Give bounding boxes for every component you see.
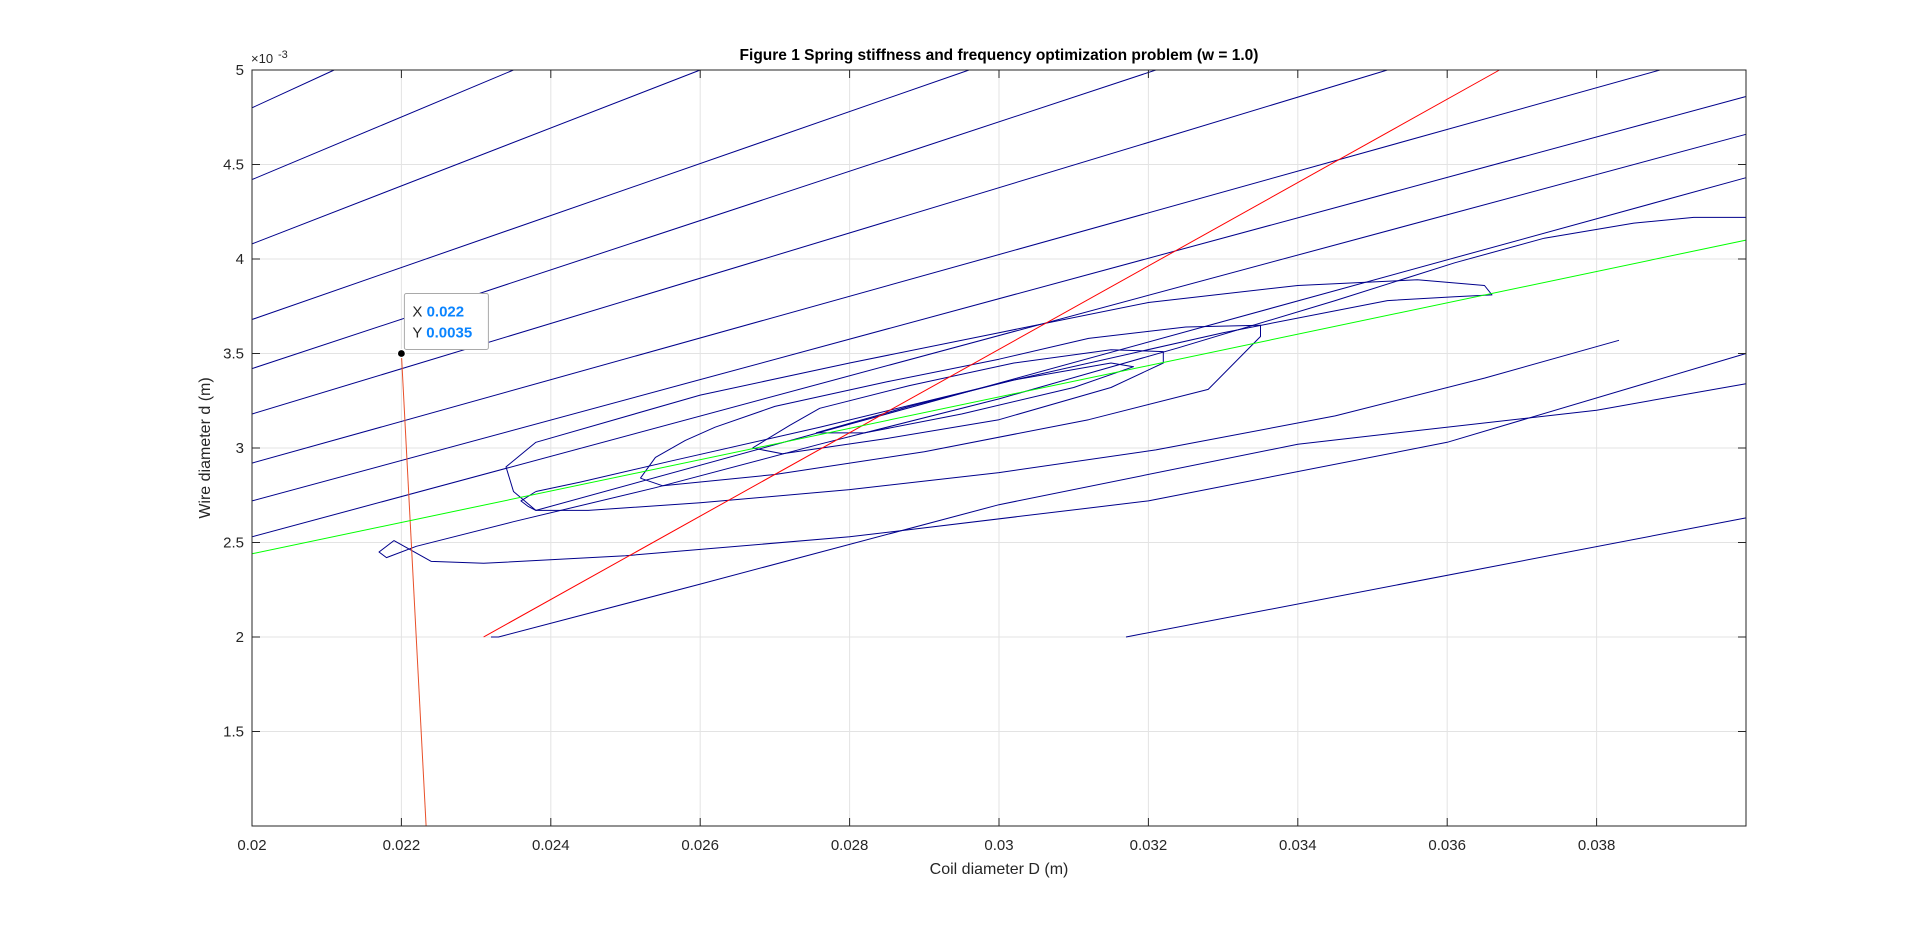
grid xyxy=(251,69,1746,826)
datatip-y-row: Y 0.0035 xyxy=(412,325,472,342)
y-tick-label: 4 xyxy=(236,251,244,268)
datatip-marker[interactable] xyxy=(396,348,406,359)
contour-line xyxy=(1125,517,1747,638)
x-tick-label: 0.026 xyxy=(681,837,719,854)
contour-line xyxy=(378,216,1747,564)
y-tick-labels: 1.5 2 2.5 3 3.5 4 4.5 5 xyxy=(223,62,244,741)
datatip-y-label: Y xyxy=(412,325,426,342)
datatip-y-value: 0.0035 xyxy=(426,325,472,342)
y-exponent-base: ×10 xyxy=(251,51,273,66)
constraint-line-red xyxy=(483,69,1500,638)
x-tick-label: 0.032 xyxy=(1130,837,1168,854)
contour-line xyxy=(491,383,1747,638)
y-axis-label: Wire diameter d (m) xyxy=(197,377,214,518)
contour-line xyxy=(251,69,514,181)
constraint-line-green xyxy=(251,239,1747,555)
contour-line xyxy=(251,69,1388,415)
contour-line xyxy=(520,177,1747,511)
axis-ticks xyxy=(251,69,1746,826)
y-tick-label: 2.5 xyxy=(223,535,244,552)
contour-line xyxy=(251,69,1661,464)
x-tick-label: 0.038 xyxy=(1578,837,1616,854)
constraint-line-orange xyxy=(400,353,427,827)
x-axis-label: Coil diameter D (m) xyxy=(930,861,1069,878)
x-tick-labels: 0.02 0.022 0.024 0.026 0.028 0.03 0.032 0.034 0.… xyxy=(237,837,1615,854)
datatip-x-value: 0.022 xyxy=(427,304,465,321)
contour-line xyxy=(251,69,1157,370)
x-tick-label: 0.03 xyxy=(984,837,1013,854)
chart-title: Figure 1 Spring stiffness and frequency … xyxy=(740,47,1259,64)
datatip-box[interactable] xyxy=(403,293,489,350)
y-tick-label: 3.5 xyxy=(223,346,244,363)
contour-line xyxy=(815,362,1134,434)
y-exponent-label: ×10 -3 xyxy=(251,49,288,66)
y-tick-label: 1.5 xyxy=(223,724,244,741)
y-tick-label: 3 xyxy=(236,440,244,457)
contour-line xyxy=(505,279,1620,511)
x-tick-label: 0.024 xyxy=(532,837,570,854)
x-tick-label: 0.036 xyxy=(1428,837,1466,854)
y-exponent-power: -3 xyxy=(278,49,288,61)
y-tick-label: 4.5 xyxy=(223,157,244,174)
x-tick-label: 0.022 xyxy=(383,837,421,854)
x-tick-label: 0.034 xyxy=(1279,837,1317,854)
contour-line xyxy=(251,69,701,245)
contour-line xyxy=(752,349,1164,455)
datatip-x-label: X xyxy=(412,304,426,321)
contour-line xyxy=(251,133,1747,538)
plot-series xyxy=(251,69,1747,827)
x-tick-label: 0.028 xyxy=(831,837,869,854)
x-tick-label: 0.02 xyxy=(237,837,266,854)
contour-line xyxy=(251,69,970,320)
contour-line xyxy=(251,69,335,109)
y-tick-label: 2 xyxy=(236,629,244,646)
datatip-x-row: X 0.022 xyxy=(412,304,464,321)
contour-line xyxy=(639,324,1261,487)
y-tick-label: 5 xyxy=(236,62,244,79)
contour-line xyxy=(251,96,1747,502)
